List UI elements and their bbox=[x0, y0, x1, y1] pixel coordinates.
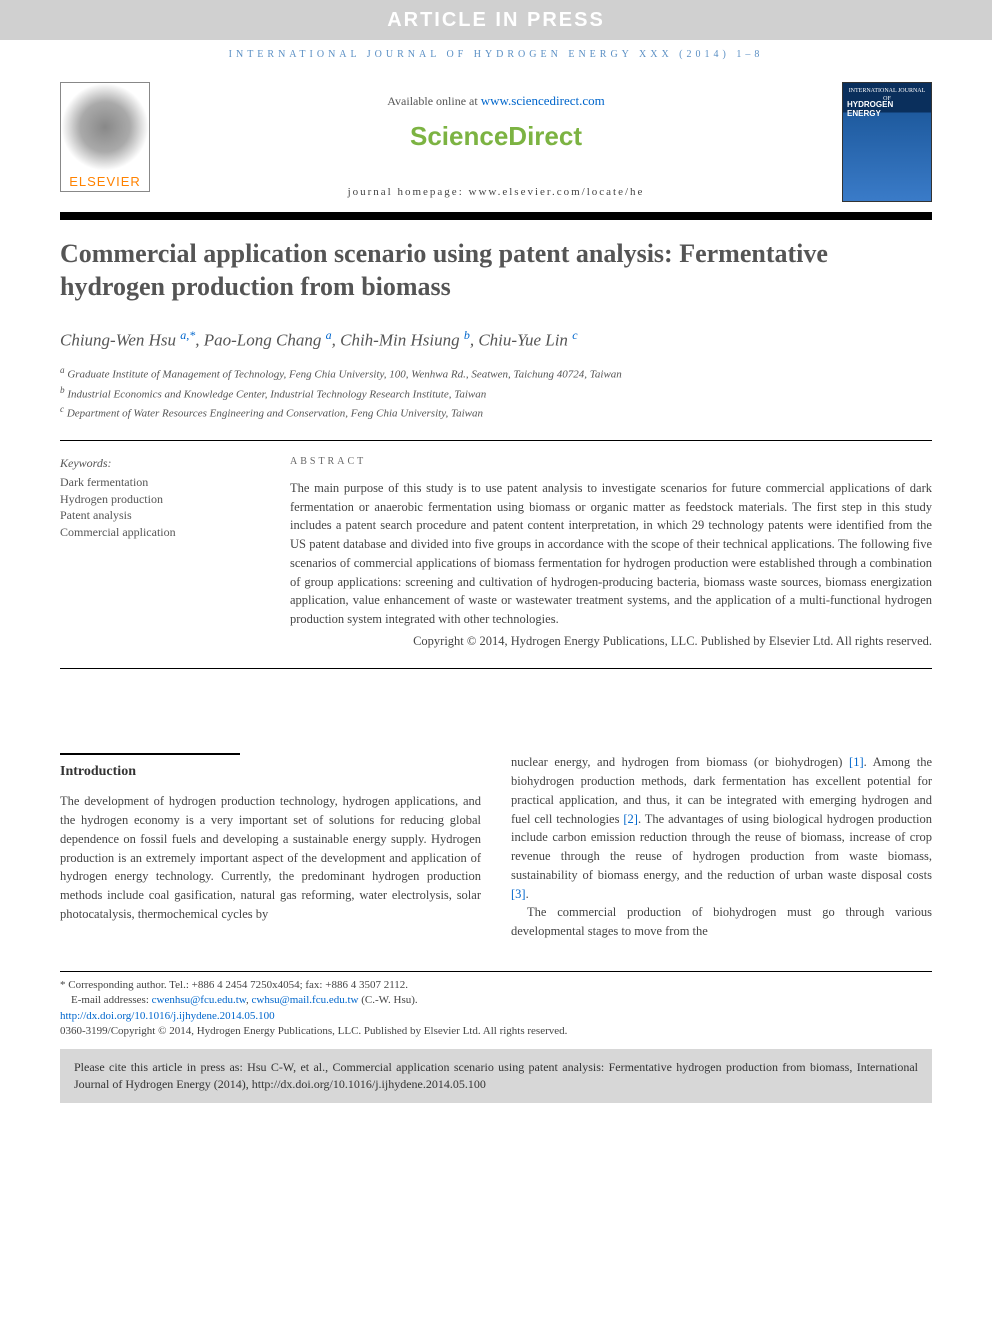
affiliation-a: a Graduate Institute of Management of Te… bbox=[60, 364, 932, 383]
keyword: Patent analysis bbox=[60, 507, 260, 524]
sciencedirect-link[interactable]: www.sciencedirect.com bbox=[481, 93, 605, 108]
author: Chih-Min Hsiung bbox=[340, 331, 459, 350]
elsevier-text: ELSEVIER bbox=[69, 173, 141, 191]
author-aff-link[interactable]: b bbox=[464, 328, 470, 342]
abstract-copyright: Copyright © 2014, Hydrogen Energy Public… bbox=[290, 633, 932, 651]
affiliation-c: c Department of Water Resources Engineer… bbox=[60, 403, 932, 422]
footnotes: * Corresponding author. Tel.: +886 4 245… bbox=[60, 971, 932, 1040]
article-front-matter: Commercial application scenario using pa… bbox=[0, 220, 992, 693]
sciencedirect-logo[interactable]: ScienceDirect bbox=[150, 118, 842, 154]
citation-link[interactable]: [1] bbox=[849, 755, 864, 769]
column-left: Introduction The development of hydrogen… bbox=[60, 753, 481, 941]
cover-main-text: HYDROGENENERGY bbox=[847, 101, 927, 119]
author-aff-link[interactable]: c bbox=[572, 328, 577, 342]
corresponding-author: * Corresponding author. Tel.: +886 4 245… bbox=[60, 978, 932, 993]
intro-paragraph-2: The commercial production of biohydrogen… bbox=[511, 903, 932, 941]
keywords-label: Keywords: bbox=[60, 455, 260, 472]
author: Pao-Long Chang bbox=[204, 331, 322, 350]
citation-link[interactable]: [3] bbox=[511, 887, 526, 901]
author: Chiu-Yue Lin bbox=[478, 331, 568, 350]
author-aff-link[interactable]: a,* bbox=[180, 328, 195, 342]
abstract-block: ABSTRACT The main purpose of this study … bbox=[290, 455, 932, 651]
article-title: Commercial application scenario using pa… bbox=[60, 238, 932, 303]
body-columns: Introduction The development of hydrogen… bbox=[0, 753, 992, 941]
author-aff-link[interactable]: a bbox=[326, 328, 332, 342]
header-block: ELSEVIER Available online at www.science… bbox=[0, 82, 992, 202]
section-heading: Introduction bbox=[60, 761, 481, 782]
section-rule bbox=[60, 753, 240, 755]
intro-paragraph-cont: nuclear energy, and hydrogen from biomas… bbox=[511, 753, 932, 903]
available-line: Available online at www.sciencedirect.co… bbox=[150, 92, 842, 110]
center-header: Available online at www.sciencedirect.co… bbox=[150, 82, 842, 200]
press-banner: ARTICLE IN PRESS bbox=[0, 0, 992, 40]
intro-paragraph: The development of hydrogen production t… bbox=[60, 792, 481, 923]
journal-cover-thumbnail[interactable]: INTERNATIONAL JOURNAL OF HYDROGENENERGY bbox=[842, 82, 932, 202]
citation-link[interactable]: [2] bbox=[623, 812, 638, 826]
abstract-label: ABSTRACT bbox=[290, 455, 932, 469]
journal-reference: INTERNATIONAL JOURNAL OF HYDROGEN ENERGY… bbox=[0, 48, 992, 62]
affiliation-b: b Industrial Economics and Knowledge Cen… bbox=[60, 384, 932, 403]
affiliations: a Graduate Institute of Management of Te… bbox=[60, 364, 932, 421]
divider-bar bbox=[60, 212, 932, 220]
homepage-label: journal homepage: bbox=[348, 186, 469, 198]
meta-abstract-row: Keywords: Dark fermentation Hydrogen pro… bbox=[60, 455, 932, 651]
keyword: Dark fermentation bbox=[60, 474, 260, 491]
elsevier-logo[interactable]: ELSEVIER bbox=[60, 82, 150, 192]
divider bbox=[60, 440, 932, 441]
divider bbox=[60, 668, 932, 669]
homepage-url[interactable]: www.elsevier.com/locate/he bbox=[469, 186, 645, 198]
keyword: Commercial application bbox=[60, 524, 260, 541]
author: Chiung-Wen Hsu bbox=[60, 331, 176, 350]
author-list: Chiung-Wen Hsu a,*, Pao-Long Chang a, Ch… bbox=[60, 327, 932, 352]
abstract-text: The main purpose of this study is to use… bbox=[290, 479, 932, 629]
citation-box: Please cite this article in press as: Hs… bbox=[60, 1049, 932, 1103]
doi-link[interactable]: http://dx.doi.org/10.1016/j.ijhydene.201… bbox=[60, 1010, 275, 1022]
journal-homepage: journal homepage: www.elsevier.com/locat… bbox=[150, 185, 842, 200]
keyword: Hydrogen production bbox=[60, 491, 260, 508]
column-right: nuclear energy, and hydrogen from biomas… bbox=[511, 753, 932, 941]
email-line: E-mail addresses: cwenhsu@fcu.edu.tw, cw… bbox=[60, 993, 932, 1008]
email-link[interactable]: cwenhsu@fcu.edu.tw bbox=[152, 994, 246, 1006]
issn-copyright: 0360-3199/Copyright © 2014, Hydrogen Ene… bbox=[60, 1024, 932, 1039]
email-link[interactable]: cwhsu@mail.fcu.edu.tw bbox=[252, 994, 359, 1006]
keywords-block: Keywords: Dark fermentation Hydrogen pro… bbox=[60, 455, 260, 651]
elsevier-tree-icon bbox=[61, 83, 149, 171]
available-text: Available online at bbox=[387, 94, 480, 108]
